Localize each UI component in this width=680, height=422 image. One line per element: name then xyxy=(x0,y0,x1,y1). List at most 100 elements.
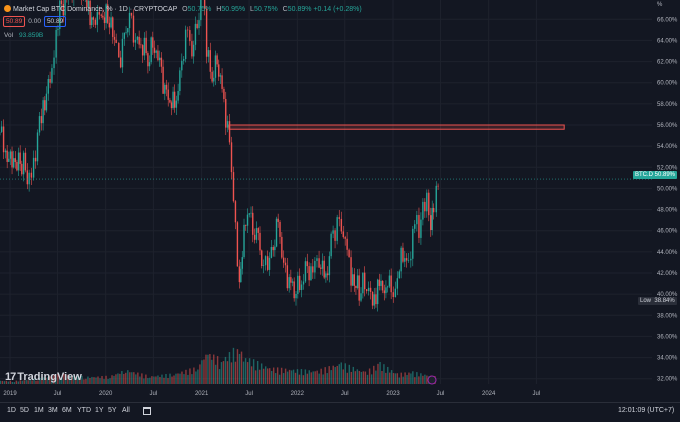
volume-bar xyxy=(301,369,302,384)
volume-bar xyxy=(309,370,310,384)
volume-bar xyxy=(217,356,218,384)
candle-body xyxy=(402,248,403,262)
clock-display[interactable]: 12:01:09 (UTC+7) xyxy=(618,407,674,414)
candle-body xyxy=(274,247,275,251)
timeframe-all[interactable]: All xyxy=(122,407,130,414)
y-tick-label: 42.00% xyxy=(657,271,678,277)
volume-label: Vol xyxy=(4,32,13,39)
volume-bar xyxy=(339,364,340,384)
candle-body xyxy=(6,151,7,162)
volume-bar xyxy=(287,372,288,384)
volume-bar xyxy=(101,376,102,384)
candle-body xyxy=(104,17,105,23)
timeframe-1d[interactable]: 1D xyxy=(7,407,16,414)
volume-bar xyxy=(95,377,96,384)
timeframe-ytd[interactable]: YTD xyxy=(77,407,91,414)
candle-body xyxy=(346,239,347,250)
close-value: 50.89% xyxy=(288,6,312,13)
volume-bar xyxy=(119,374,120,384)
candle-body xyxy=(312,266,313,272)
candle-body xyxy=(168,90,169,100)
candle-body xyxy=(237,222,238,266)
candle-body xyxy=(380,281,381,286)
volume-bar xyxy=(231,362,232,384)
candle-body xyxy=(327,273,328,275)
candle-body xyxy=(316,258,317,261)
volume-bar xyxy=(410,373,411,384)
candle-body xyxy=(374,294,375,305)
candle-body xyxy=(18,153,19,171)
candle-body xyxy=(256,228,257,240)
candle-body xyxy=(343,231,344,237)
candle-body xyxy=(37,132,38,161)
candle-body xyxy=(110,17,111,27)
symbol-title[interactable]: Market Cap BTC Dominance, % · 1D · CRYPT… xyxy=(13,6,177,13)
candle-body xyxy=(162,67,163,94)
sell-button[interactable]: 50.89 xyxy=(3,16,25,27)
candle-body xyxy=(322,261,323,269)
x-tick-label: 2023 xyxy=(386,391,400,397)
volume-bar xyxy=(163,378,164,384)
volume-bar xyxy=(83,379,84,384)
candle-body xyxy=(247,215,248,226)
candle-body xyxy=(368,288,369,291)
candle-body xyxy=(357,275,358,288)
volume-bar xyxy=(285,369,286,384)
candle-body xyxy=(299,276,300,290)
candle-body xyxy=(233,172,234,201)
candle-body xyxy=(41,116,42,123)
timeframe-1y[interactable]: 1Y xyxy=(95,407,104,414)
candle-body xyxy=(176,101,177,108)
candle-body xyxy=(243,225,244,257)
timeframe-5d[interactable]: 5D xyxy=(20,407,29,414)
candle-body xyxy=(102,16,103,18)
volume-bar xyxy=(205,355,206,384)
candle-body xyxy=(235,201,236,222)
volume-bar xyxy=(247,362,248,384)
candle-body xyxy=(229,121,230,142)
open-value: 50.75% xyxy=(188,6,212,13)
candle-body xyxy=(28,173,29,185)
candle-body xyxy=(198,20,199,28)
volume-bar xyxy=(87,377,88,384)
candle-body xyxy=(189,30,190,41)
timeframe-5y[interactable]: 5Y xyxy=(108,407,117,414)
candle-body xyxy=(436,186,437,212)
candle-body xyxy=(31,173,32,178)
candle-body xyxy=(216,55,217,64)
volume-bar xyxy=(275,373,276,384)
high-value: 50.95% xyxy=(221,6,245,13)
buy-button[interactable]: 50.89 xyxy=(44,16,66,27)
candle-body xyxy=(213,78,214,82)
volume-bar xyxy=(151,376,152,384)
volume-bar xyxy=(223,361,224,384)
candle-body xyxy=(223,89,224,99)
volume-bar xyxy=(349,365,350,384)
candle-body xyxy=(372,292,373,306)
candle-body xyxy=(49,79,50,83)
volume-bar xyxy=(389,373,390,384)
candle-body xyxy=(410,259,411,261)
chart-legend[interactable]: Market Cap BTC Dominance, % · 1D · CRYPT… xyxy=(4,5,362,13)
volume-bar xyxy=(249,358,250,384)
timeframe-1m[interactable]: 1M xyxy=(34,407,44,414)
timeframe-6m[interactable]: 6M xyxy=(62,407,72,414)
volume-bar xyxy=(209,354,210,384)
candle-body xyxy=(225,99,226,128)
candle-body xyxy=(393,292,394,297)
volume-bar xyxy=(373,366,374,384)
candle-body xyxy=(339,217,340,219)
calendar-icon[interactable] xyxy=(143,407,151,415)
volume-bar xyxy=(103,379,104,384)
candle-body xyxy=(329,256,330,275)
timeframe-3m[interactable]: 3M xyxy=(48,407,58,414)
candle-body xyxy=(183,59,184,61)
candle-body xyxy=(305,261,306,281)
last-price-tag: BTC.D 50.89% xyxy=(633,171,677,179)
candle-body xyxy=(297,276,298,294)
volume-bar xyxy=(155,376,156,384)
candle-body xyxy=(295,294,296,298)
